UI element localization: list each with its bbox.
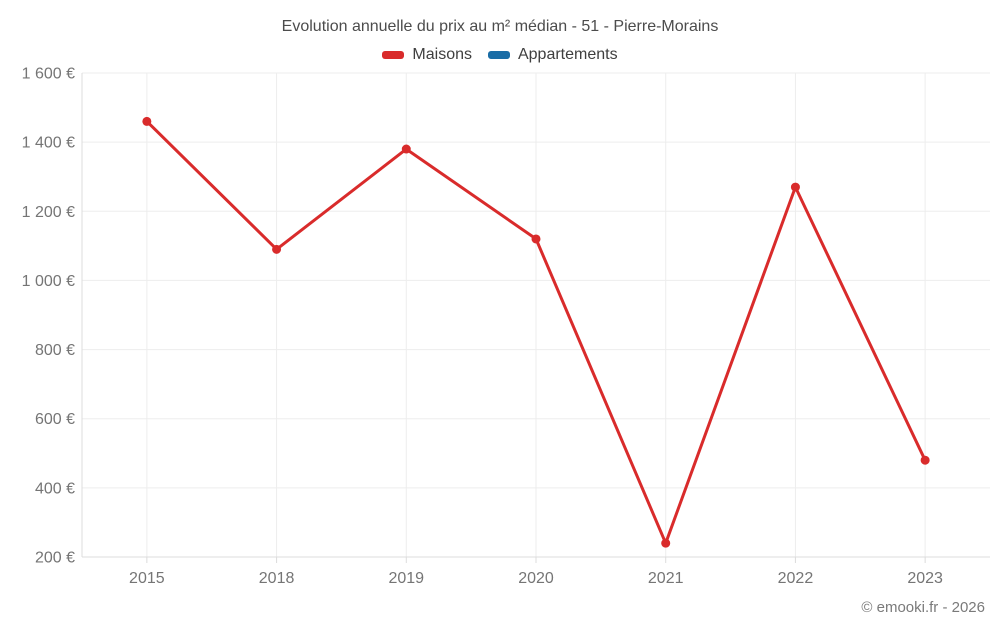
x-axis-tick-label: 2018: [259, 570, 295, 587]
y-axis-tick-label: 1 000 €: [22, 273, 75, 290]
y-axis-tick-label: 200 €: [35, 550, 75, 567]
y-axis-tick-label: 400 €: [35, 480, 75, 497]
data-point-2018[interactable]: [272, 244, 282, 254]
data-point-2015[interactable]: [142, 116, 152, 126]
y-axis-tick-label: 1 600 €: [22, 66, 75, 83]
legend-label-appartements: Appartements: [517, 46, 618, 63]
chart-title: Evolution annuelle du prix au m² médian …: [281, 18, 719, 35]
data-point-2023[interactable]: [920, 455, 930, 465]
copyright: © emooki.fr - 2026: [861, 599, 985, 616]
y-axis-tick-label: 1 200 €: [22, 204, 75, 221]
data-point-2019[interactable]: [401, 144, 411, 154]
x-axis-tick-label: 2023: [907, 570, 943, 587]
data-point-2020[interactable]: [531, 234, 541, 244]
data-point-2022[interactable]: [790, 182, 800, 192]
legend-item-appartements[interactable]: Appartements: [487, 46, 618, 64]
x-axis-tick-label: 2022: [778, 570, 814, 587]
maisons-series-swatch-icon: [382, 51, 405, 59]
legend: Maisons Appartements: [0, 46, 1000, 64]
y-axis-tick-label: 600 €: [35, 411, 75, 428]
x-axis-tick-label: 2019: [388, 570, 424, 587]
y-axis-tick-label: 1 400 €: [22, 135, 75, 152]
x-axis-tick-label: 2021: [648, 570, 684, 587]
x-axis-tick-label: 2020: [518, 570, 554, 587]
y-axis-tick-label: 800 €: [35, 342, 75, 359]
x-axis-tick-label: 2015: [129, 570, 165, 587]
appartements-series-swatch-icon: [487, 51, 510, 59]
legend-label-maisons: Maisons: [412, 46, 472, 63]
legend-item-maisons[interactable]: Maisons: [382, 46, 472, 64]
data-point-2021[interactable]: [661, 538, 671, 548]
